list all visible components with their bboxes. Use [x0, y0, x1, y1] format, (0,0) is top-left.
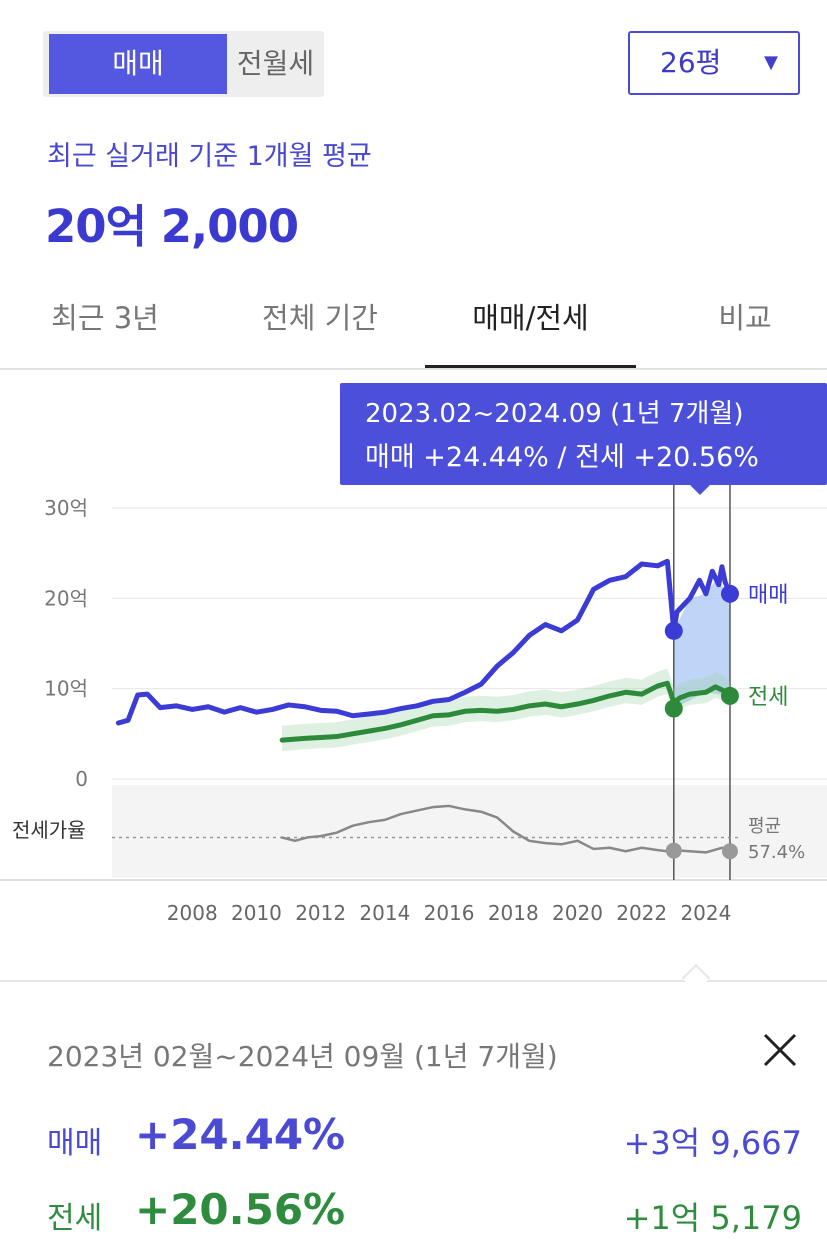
tooltip-arrow [690, 485, 710, 495]
ratio-average-label: 평균 [748, 816, 781, 837]
tabs-divider [0, 368, 827, 370]
ratio-panel-background [112, 785, 827, 878]
section-divider [0, 980, 827, 982]
detail-sale-percent: +24.44% [135, 1110, 346, 1159]
series-label-sale: 매매 [748, 583, 788, 608]
detail-sale-label: 매매 [47, 1126, 103, 1161]
tab-recent-3-years[interactable]: 최근 3년 [51, 301, 159, 335]
toggle-rent-button[interactable]: 전월세 [236, 47, 315, 80]
x-tick-label: 2020 [552, 901, 603, 925]
sale-start-marker [664, 621, 683, 640]
ratio-average-value: 57.4% [748, 842, 805, 863]
period-tabs: 최근 3년 전체 기간 매매/전세 비교 [0, 280, 827, 370]
ratio-end-marker [721, 843, 738, 860]
ratio-axis-label: 전세가율 [12, 818, 86, 842]
close-icon[interactable] [760, 1030, 800, 1070]
ratio-start-marker [665, 842, 682, 859]
tab-sale-jeonse[interactable]: 매매/전세 [472, 301, 589, 335]
x-tick-label: 2018 [488, 901, 539, 925]
detail-jeonse-label: 전세 [47, 1201, 103, 1236]
size-select-value: 26평 [660, 46, 722, 79]
series-line-jeonse [279, 680, 733, 743]
x-tick-label: 2022 [616, 901, 667, 925]
deal-type-toggle: 매매 전월세 [43, 31, 324, 97]
x-tick-label: 2014 [359, 901, 410, 925]
y-tick-label: 10억 [44, 677, 88, 701]
detail-range: 2023년 02월~2024년 09월 (1년 7개월) [47, 1040, 558, 1073]
jeonse-start-marker [664, 699, 683, 718]
detail-jeonse-percent: +20.56% [135, 1185, 346, 1234]
tab-compare[interactable]: 비교 [718, 301, 772, 335]
jeonse-end-marker [720, 686, 739, 705]
panel-pointer [681, 963, 711, 993]
price-chart[interactable]: 30억 20억 10억 0 2008 2010 2012 2014 2016 2018 2020 20… [0, 370, 827, 960]
x-tick-label: 2012 [295, 901, 346, 925]
price-subtitle: 최근 실거래 기준 1개월 평균 [47, 141, 372, 172]
series-label-jeonse: 전세 [748, 685, 788, 710]
chevron-down-icon: ▼ [764, 52, 778, 73]
detail-jeonse-amount: +1억 5,179 [623, 1199, 802, 1237]
x-tick-label: 2008 [167, 901, 218, 925]
y-tick-label: 0 [75, 767, 88, 791]
tooltip-change: 매매 +24.44% / 전세 +20.56% [365, 442, 759, 473]
tab-all-period[interactable]: 전체 기간 [262, 301, 378, 335]
highlight-band [673, 580, 730, 709]
x-tick-label: 2024 [680, 901, 731, 925]
x-tick-label: 2016 [424, 901, 475, 925]
size-select[interactable]: 26평 ▼ [628, 31, 800, 95]
detail-sale-amount: +3억 9,667 [623, 1124, 802, 1162]
average-price: 20억 2,000 [45, 200, 299, 253]
x-tick-label: 2010 [231, 901, 282, 925]
range-tooltip: 2023.02~2024.09 (1년 7개월) 매매 +24.44% / 전세… [340, 383, 827, 495]
sale-end-marker [720, 584, 739, 603]
y-tick-label: 30억 [44, 496, 88, 520]
tooltip-period: 2023.02~2024.09 (1년 7개월) [365, 399, 744, 429]
active-tab-indicator [425, 365, 636, 368]
toggle-sale-button[interactable]: 매매 [49, 34, 227, 94]
y-tick-label: 20억 [44, 586, 88, 610]
series-line-sale [115, 558, 733, 726]
